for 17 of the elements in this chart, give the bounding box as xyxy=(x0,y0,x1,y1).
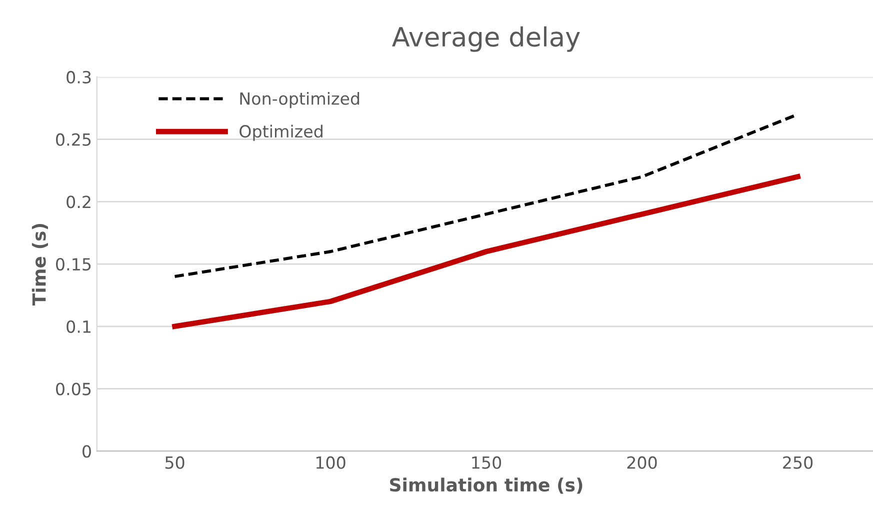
y-tick-label: 0.05 xyxy=(56,382,91,396)
legend-label: Optimized xyxy=(240,124,322,141)
x-tick-label: 100 xyxy=(316,456,346,469)
y-tick-label: 0.15 xyxy=(56,258,91,271)
x-axis-title: Simulation time (s) xyxy=(390,478,582,494)
y-tick-label: 0.1 xyxy=(66,320,91,333)
chart-title: Average delay xyxy=(392,26,580,52)
legend-label: Non-optimized xyxy=(240,92,360,108)
x-tick-label: 250 xyxy=(783,456,813,469)
x-tick-label: 50 xyxy=(165,456,184,469)
x-tick-label: 200 xyxy=(627,456,657,469)
y-tick-label: 0.3 xyxy=(66,70,91,84)
y-tick-label: 0.25 xyxy=(56,133,91,146)
x-tick-label: 150 xyxy=(472,456,502,469)
y-tick-label: 0 xyxy=(82,445,91,458)
y-tick-label: 0.2 xyxy=(66,196,90,208)
y-axis-title: Time (s) xyxy=(32,224,48,306)
